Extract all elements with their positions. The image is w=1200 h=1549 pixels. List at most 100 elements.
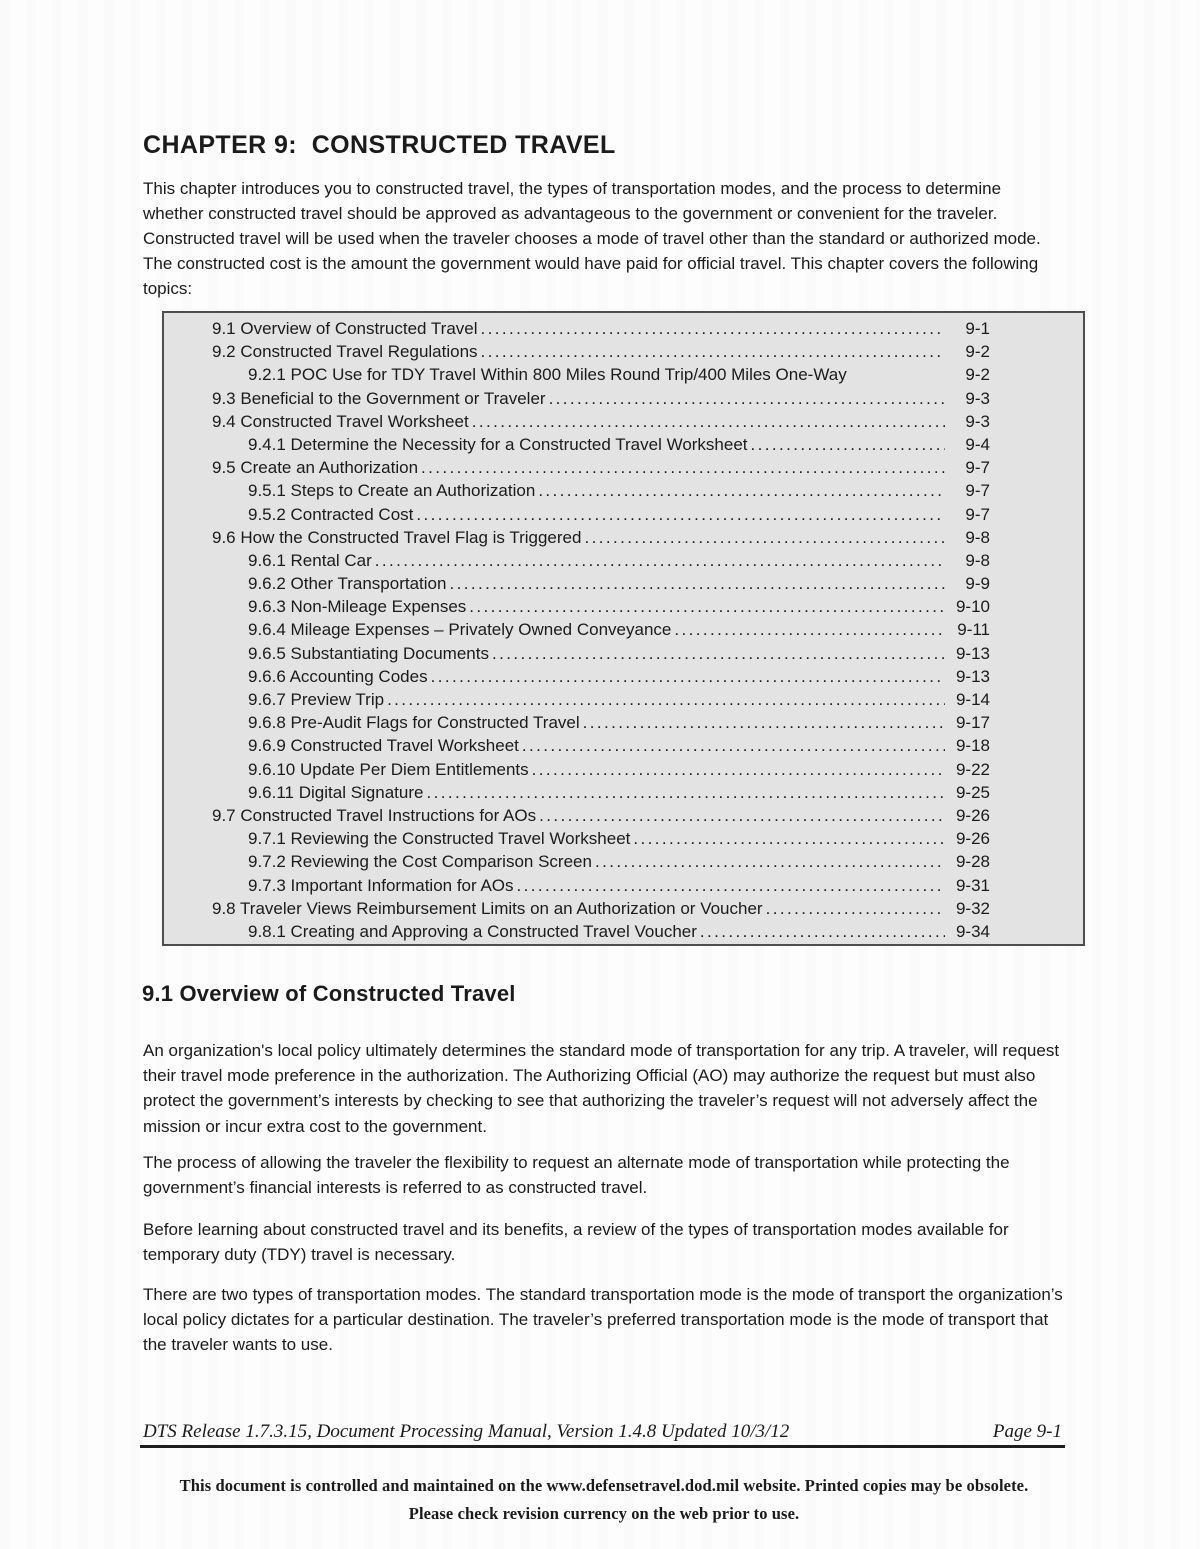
toc-entry-label: 9.2 Constructed Travel Regulations	[212, 342, 478, 362]
section-paragraph: The process of allowing the traveler the…	[143, 1153, 1010, 1198]
toc-entry-page: 9-31	[955, 875, 990, 895]
toc-leader-dots	[449, 572, 945, 595]
toc-leader-dots	[539, 804, 945, 827]
toc-entry: 9.6.1 Rental Car 9-8	[164, 549, 1083, 572]
toc-entry: 9.6.7 Preview Trip 9-14	[164, 688, 1083, 711]
toc-entry-page: 9-8	[965, 550, 990, 570]
toc-entry: 9.6.4 Mileage Expenses – Privately Owned…	[164, 618, 1083, 641]
toc-leader-dots	[431, 665, 945, 688]
toc-entry-label: 9.3 Beneficial to the Government or Trav…	[212, 388, 546, 408]
toc-leader-dots	[751, 433, 945, 456]
intro-paragraph: This chapter introduces you to construct…	[143, 179, 1041, 298]
toc-entry: 9.6.10 Update Per Diem Entitlements 9-22	[164, 758, 1083, 781]
toc-entry-label: 9.1 Overview of Constructed Travel	[212, 319, 478, 338]
toc-entry: 9.4 Constructed Travel Worksheet 9-3	[164, 410, 1083, 433]
toc-entry-page: 9-17	[955, 713, 990, 733]
footer-release-line: DTS Release 1.7.3.15, Document Processin…	[143, 1421, 790, 1442]
toc-entry: 9.3 Beneficial to the Government or Trav…	[164, 387, 1083, 410]
section-heading: 9.1 Overview of Constructed Travel	[142, 981, 516, 1006]
toc-entry-label: 9.6.11 Digital Signature	[248, 782, 424, 802]
toc-leader-dots	[538, 479, 945, 502]
toc-entry-page: 9-14	[955, 690, 990, 709]
toc-entry: 9.1 Overview of Constructed Travel 9-1	[164, 317, 1083, 340]
toc-entry: 9.6 How the Constructed Travel Flag is T…	[164, 526, 1083, 549]
chapter-title: CHAPTER 9: CONSTRUCTED TRAVEL	[143, 131, 616, 159]
toc-entry: 9.5 Create an Authorization 9-7	[164, 456, 1083, 479]
toc-entry-label: 9.2.1 POC Use for TDY Travel Within 800 …	[248, 365, 847, 385]
toc-entry: 9.7 Constructed Travel Instructions for …	[164, 804, 1083, 827]
toc-leader-dots	[633, 827, 945, 850]
toc-leader-dots	[421, 456, 945, 479]
toc-entry-label: 9.5 Create an Authorization	[212, 458, 419, 478]
toc-leader-dots	[766, 897, 945, 920]
toc-leader-dots	[674, 618, 945, 641]
toc-leader-dots	[481, 317, 945, 340]
toc-leader-dots	[595, 850, 945, 873]
toc-entry-page: 9-7	[965, 481, 990, 501]
toc-entry-page: 9-25	[955, 782, 990, 802]
toc-entry-page: 9-7	[965, 504, 990, 524]
footer-page-number: Page 9-1	[992, 1421, 1062, 1442]
toc-entry: 9.6.9 Constructed Travel Worksheet 9-18	[164, 734, 1083, 757]
toc-entry-label: 9.8.1 Creating and Approving a Construct…	[248, 921, 697, 941]
toc-entry-page: 9-10	[955, 597, 990, 617]
toc-entry: 9.6.3 Non-Mileage Expenses 9-10	[164, 595, 1083, 618]
toc-entry-page: 9-4	[965, 434, 990, 454]
toc-entry-page: 9-13	[955, 666, 990, 686]
toc-entry-label: 9.6.8 Pre-Audit Flags for Constructed Tr…	[248, 713, 580, 733]
toc-entry-label: 9.5.1 Steps to Create an Authorization	[248, 481, 536, 501]
toc-entry: 9.7.2 Reviewing the Cost Comparison Scre…	[164, 850, 1083, 873]
toc-entry-page: 9-7	[965, 458, 990, 478]
toc-entry-label: 9.6.7 Preview Trip	[248, 690, 385, 709]
toc-entry-label: 9.6 How the Constructed Travel Flag is T…	[212, 527, 582, 547]
toc-list: 9.1 Overview of Constructed Travel 9-1 9.2…	[164, 317, 1083, 943]
section-paragraph: An organization's local policy ultimatel…	[143, 1041, 1060, 1136]
toc-entry-label: 9.6.10 Update Per Diem Entitlements	[248, 759, 529, 779]
toc-entry: 9.8 Traveler Views Reimbursement Limits …	[164, 897, 1083, 920]
toc-entry-page: 9-32	[955, 898, 990, 918]
toc-entry-label: 9.8 Traveler Views Reimbursement Limits …	[212, 898, 763, 918]
toc-leader-dots	[522, 734, 945, 757]
toc-entry-label: 9.6.6 Accounting Codes	[248, 666, 428, 686]
section-paragraph: Before learning about constructed travel…	[143, 1220, 1009, 1265]
footer-rule	[140, 1445, 1065, 1448]
toc-leader-dots	[532, 758, 945, 781]
toc-entry-page: 9-34	[955, 921, 990, 941]
toc-entry: 9.5.2 Contracted Cost 9-7	[164, 503, 1083, 526]
toc-entry: 9.4.1 Determine the Necessity for a Cons…	[164, 433, 1083, 456]
toc-entry-label: 9.4.1 Determine the Necessity for a Cons…	[248, 434, 748, 454]
toc-entry-label: 9.7.1 Reviewing the Constructed Travel W…	[248, 829, 631, 849]
toc-entry: 9.2 Constructed Travel Regulations 9-2	[164, 340, 1083, 363]
toc-entry: 9.7.1 Reviewing the Constructed Travel W…	[164, 827, 1083, 850]
footer-notice-line-1: This document is controlled and maintain…	[179, 1476, 1029, 1495]
toc-entry: 9.7.3 Important Information for AOs 9-31	[164, 874, 1083, 897]
toc-entry-page: 9-26	[955, 829, 990, 849]
section-paragraph: There are two types of transportation mo…	[143, 1285, 1063, 1355]
toc-entry-label: 9.4 Constructed Travel Worksheet	[212, 411, 469, 431]
toc-entry: 9.6.5 Substantiating Documents 9-13	[164, 642, 1083, 665]
toc-leader-dots	[416, 503, 945, 526]
toc-leader-dots	[481, 340, 945, 363]
toc-entry-label: 9.7 Constructed Travel Instructions for …	[212, 805, 537, 825]
toc-leader-dots	[549, 387, 945, 410]
toc-entry-page: 9-22	[955, 759, 990, 779]
toc-entry-page: 9-3	[965, 388, 990, 408]
toc-leader-dots	[472, 410, 945, 433]
toc-entry-label: 9.6.2 Other Transportation	[248, 574, 447, 594]
toc-entry-page: 9-2	[965, 365, 990, 385]
toc-entry-page: 9-9	[965, 574, 990, 594]
toc-entry-label: 9.7.3 Important Information for AOs	[248, 875, 514, 895]
toc-leader-dots	[700, 920, 945, 943]
toc-entry-page: 9-11	[957, 620, 990, 640]
toc-entry-page: 9-8	[965, 527, 990, 547]
toc-entry-label: 9.6.1 Rental Car	[248, 550, 372, 570]
toc-entry-label: 9.6.5 Substantiating Documents	[248, 643, 489, 663]
toc-leader-dots	[426, 781, 945, 804]
toc-entry: 9.2.1 POC Use for TDY Travel Within 800 …	[164, 363, 1083, 386]
toc-leader-dots	[469, 595, 945, 618]
toc-entry-page: 9-18	[955, 736, 990, 756]
footer-notice-line-2: Please check revision currency on the we…	[408, 1504, 800, 1523]
toc-entry-label: 9.6.3 Non-Mileage Expenses	[248, 597, 467, 617]
toc-entry-page: 9-2	[965, 342, 990, 362]
toc-entry-label: 9.6.9 Constructed Travel Worksheet	[248, 736, 519, 756]
